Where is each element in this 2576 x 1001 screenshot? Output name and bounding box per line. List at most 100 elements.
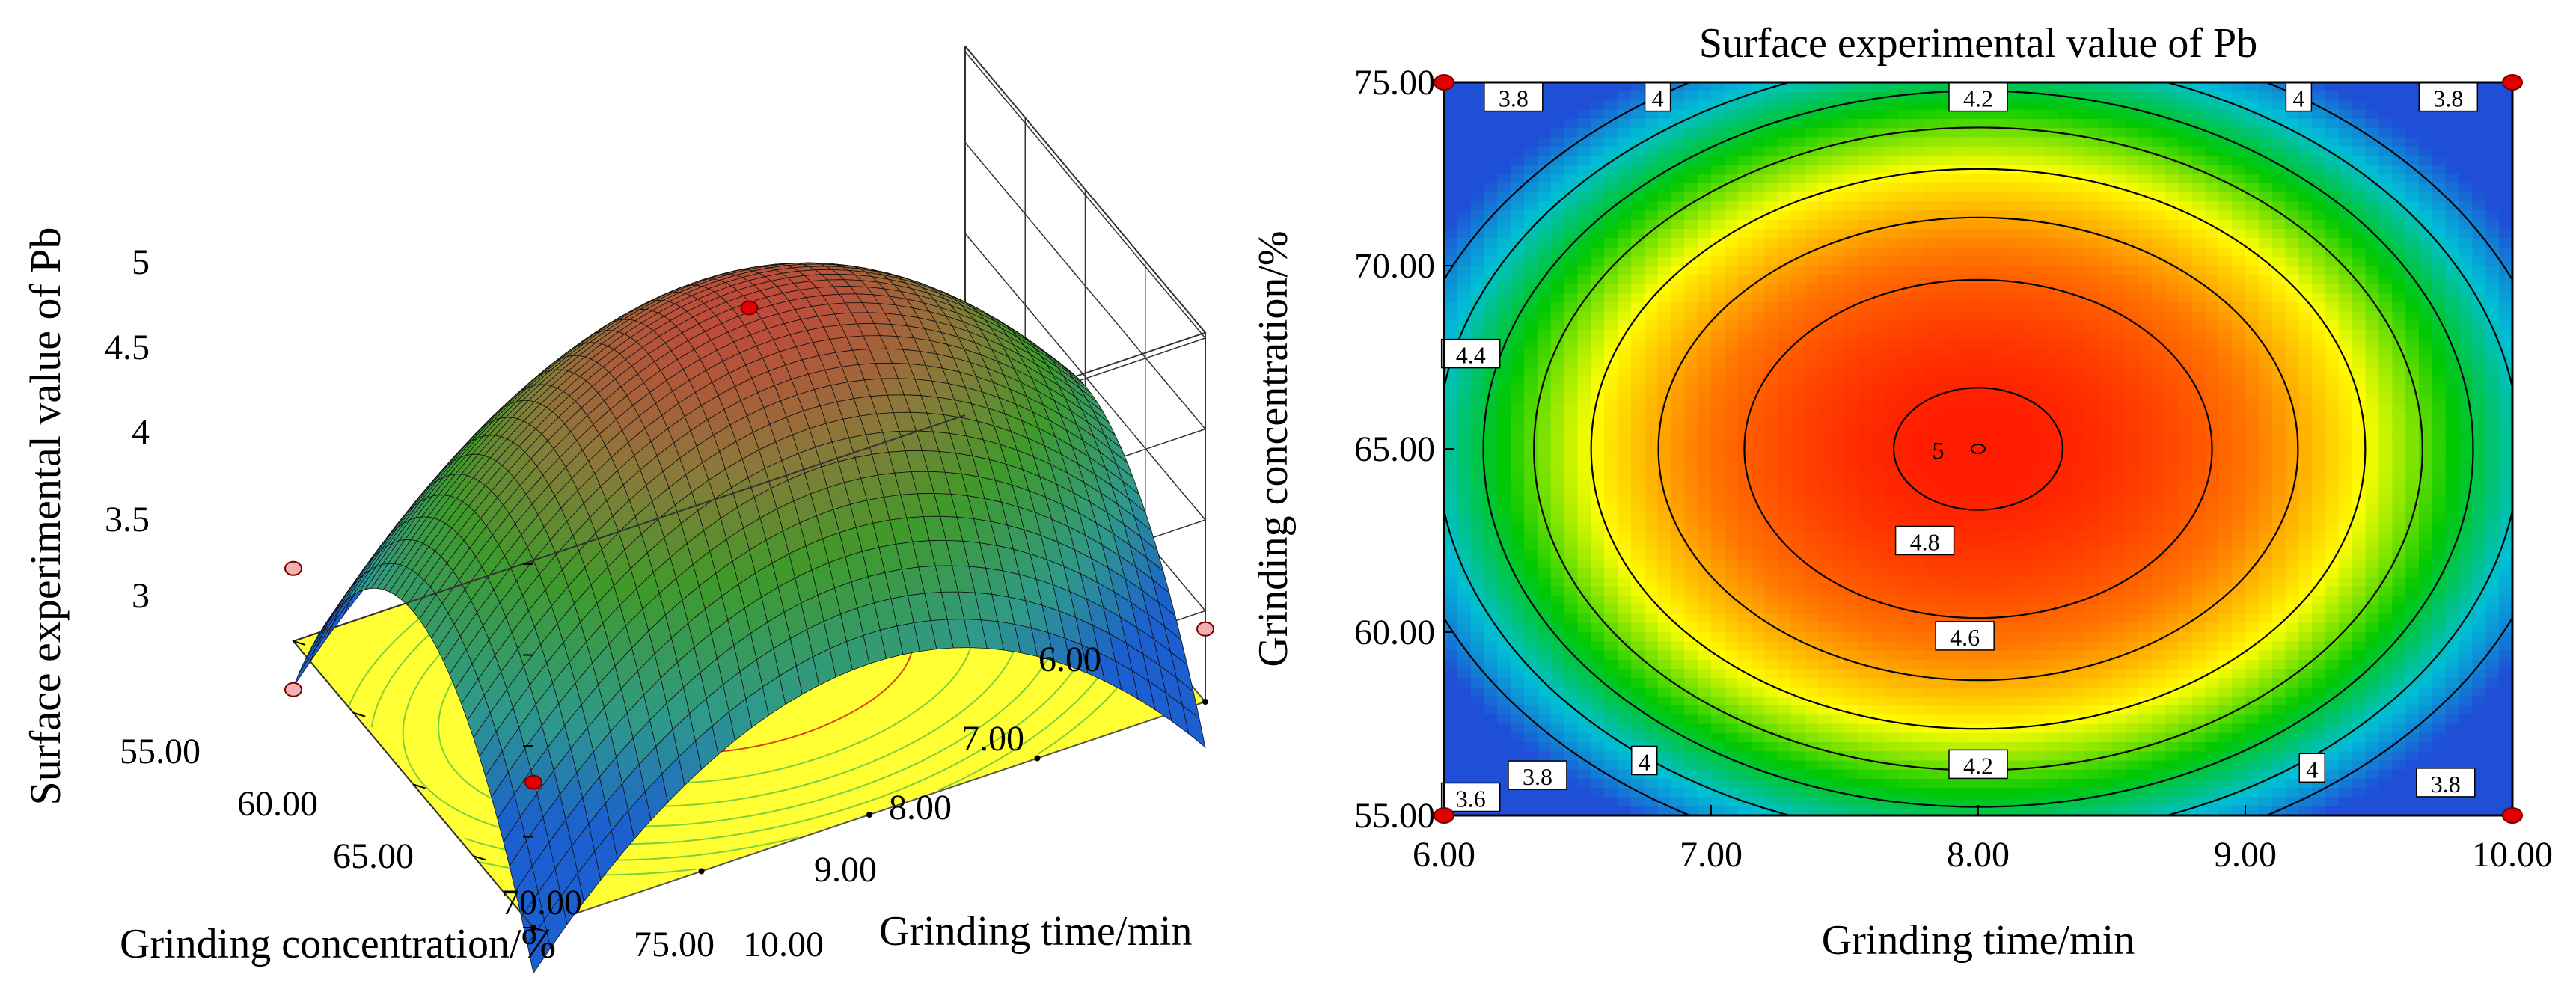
contour-cell xyxy=(1618,495,1632,505)
contour-cell xyxy=(1644,266,1659,276)
contour-cell xyxy=(1591,723,1605,734)
contour-cell xyxy=(1885,650,1899,661)
contour-cell xyxy=(1484,128,1499,138)
contour-cell xyxy=(1684,192,1698,203)
contour-cell xyxy=(1630,366,1645,376)
contour-cell xyxy=(1604,687,1618,697)
contour-cell xyxy=(1591,247,1605,257)
contour-cell xyxy=(1511,742,1525,753)
contour-cell xyxy=(1737,732,1752,743)
contour-cell xyxy=(1858,613,1872,624)
surface-y-tick: 65.00 xyxy=(333,836,414,876)
contour-cell xyxy=(1550,503,1565,514)
contour-cell xyxy=(1737,641,1752,652)
contour-cell xyxy=(1537,146,1552,156)
contour-cell xyxy=(1817,486,1832,496)
contour-cell xyxy=(1844,613,1859,624)
contour-cell xyxy=(1618,229,1632,239)
contour-cell xyxy=(1537,293,1552,303)
contour-cell xyxy=(1684,266,1698,276)
contour-cell xyxy=(1897,696,1912,706)
contour-cell xyxy=(1470,568,1485,578)
contour-cell xyxy=(1804,402,1819,413)
contour-cell xyxy=(1671,760,1686,771)
contour-cell xyxy=(1577,201,1592,212)
contour-cell xyxy=(1484,320,1499,331)
contour-cell xyxy=(1644,632,1659,643)
contour-cell xyxy=(1724,210,1739,221)
contour-cell xyxy=(1764,192,1779,203)
contour-cell xyxy=(1978,247,1992,257)
contour-cell xyxy=(1978,302,1992,313)
contour-cell xyxy=(1938,284,1953,294)
contour-cell xyxy=(1630,596,1645,606)
contour-cell xyxy=(1764,165,1779,175)
contour-cell xyxy=(1924,119,1939,129)
contour-cell xyxy=(1897,495,1912,505)
contour-cell xyxy=(1831,439,1846,450)
contour-cell xyxy=(1938,128,1953,138)
contour-cell xyxy=(1684,357,1698,367)
contour-cell xyxy=(1511,210,1525,221)
contour-cell xyxy=(1897,238,1912,248)
contour-cell xyxy=(1604,439,1618,450)
contour-cell xyxy=(1831,486,1846,496)
contour-cell xyxy=(1791,495,1805,505)
contour-cell xyxy=(1657,247,1672,257)
contour-cell xyxy=(1497,723,1512,734)
contour-cell xyxy=(1924,165,1939,175)
contour-cell xyxy=(1871,439,1885,450)
contour-cell xyxy=(1764,284,1779,294)
contour-cell xyxy=(1604,604,1618,615)
contour-cell xyxy=(1497,421,1512,432)
contour-cell xyxy=(1791,201,1805,212)
contour-cell xyxy=(1644,476,1659,486)
contour-cell xyxy=(1791,320,1805,331)
contour-cell xyxy=(1804,412,1819,423)
contour-cell xyxy=(1804,495,1819,505)
contour-cell xyxy=(1938,486,1953,496)
surface-y-tick: 75.00 xyxy=(634,925,715,964)
contour-cell xyxy=(1924,183,1939,193)
contour-cell xyxy=(1711,238,1725,248)
contour-cell xyxy=(1737,568,1752,578)
contour-cell xyxy=(1684,128,1698,138)
contour-cell xyxy=(1751,192,1766,203)
contour-cell xyxy=(1698,430,1712,441)
contour-cell xyxy=(1711,604,1725,615)
contour-cell xyxy=(1965,439,1979,450)
contour-cell xyxy=(1871,512,1885,523)
contour-cell xyxy=(1764,659,1779,670)
contour-cell xyxy=(1711,266,1725,276)
contour-cell xyxy=(1858,412,1872,423)
contour-cell xyxy=(1764,458,1779,468)
contour-cell xyxy=(1778,714,1792,725)
contour-cell xyxy=(1524,376,1538,386)
contour-cell xyxy=(1911,348,1926,358)
contour-cell xyxy=(1911,366,1926,376)
contour-cell xyxy=(1711,797,1725,807)
contour-cell xyxy=(1470,669,1485,679)
contour-cell xyxy=(1871,339,1885,349)
contour-cell xyxy=(1484,732,1499,743)
contour-cell xyxy=(1938,476,1953,486)
contour-cell xyxy=(1497,622,1512,633)
contour-cell xyxy=(1484,458,1499,468)
contour-cell xyxy=(1564,495,1579,505)
contour-cell xyxy=(1791,329,1805,340)
contour-cell xyxy=(1457,659,1472,670)
contour-cell xyxy=(1537,531,1552,542)
contour-cell xyxy=(1911,320,1926,331)
contour-cell xyxy=(1484,577,1499,587)
contour-cell xyxy=(1965,201,1979,212)
contour-cell xyxy=(1791,376,1805,386)
contour-cell xyxy=(1711,669,1725,679)
contour-cell xyxy=(1924,723,1939,734)
contour-cell xyxy=(1577,669,1592,679)
contour-cell xyxy=(1577,540,1592,551)
contour-cell xyxy=(1844,650,1859,661)
contour-cell xyxy=(1564,586,1579,596)
contour-cell xyxy=(1897,458,1912,468)
contour-cell xyxy=(1804,183,1819,193)
contour-cell xyxy=(1924,210,1939,221)
